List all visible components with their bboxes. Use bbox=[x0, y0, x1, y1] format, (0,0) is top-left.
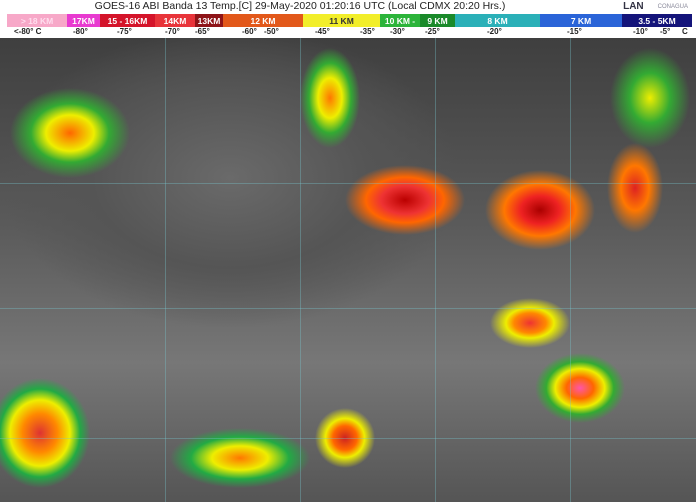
temperature-scale: <-80° C -80° -75° -70° -65° -60° -50° -45° -35° -… bbox=[0, 27, 696, 38]
temp-label: -30° bbox=[390, 27, 405, 36]
temp-label: -80° bbox=[73, 27, 88, 36]
gridline bbox=[435, 38, 436, 502]
legend-segment: 8 KM bbox=[455, 14, 540, 27]
legend-segment: 12 KM bbox=[223, 14, 303, 27]
legend-segment: 10 KM - bbox=[380, 14, 420, 27]
temp-label: -10° bbox=[633, 27, 648, 36]
temp-label: -5° bbox=[660, 27, 671, 36]
gridline bbox=[0, 183, 696, 184]
gridline bbox=[165, 38, 166, 502]
legend-segment: 11 KM bbox=[303, 14, 380, 27]
legend-segment: 14KM bbox=[155, 14, 195, 27]
temp-label: C bbox=[682, 27, 688, 36]
gridline bbox=[570, 38, 571, 502]
legend-segment: 7 KM bbox=[540, 14, 622, 27]
legend-segment: 17KM bbox=[67, 14, 100, 27]
gridline bbox=[0, 438, 696, 439]
legend-segment: 3.5 - 5KM bbox=[622, 14, 692, 27]
temp-label: -60° bbox=[242, 27, 257, 36]
logos: LAN CONAGUA bbox=[623, 1, 688, 12]
legend-segment: 13KM bbox=[195, 14, 223, 27]
image-title: GOES-16 ABI Banda 13 Temp.[C] 29-May-202… bbox=[94, 0, 506, 12]
color-legend: > 18 KM 17KM 15 - 16KM 14KM 13KM 12 KM 11 KM 10… bbox=[7, 14, 692, 27]
legend-segment: 9 KM bbox=[420, 14, 455, 27]
legend-segment: > 18 KM bbox=[7, 14, 67, 27]
temp-label: -25° bbox=[425, 27, 440, 36]
legend-segment: 15 - 16KM bbox=[100, 14, 155, 27]
temp-label: -70° bbox=[165, 27, 180, 36]
temp-label: -45° bbox=[315, 27, 330, 36]
temp-label: -15° bbox=[567, 27, 582, 36]
temp-label: -65° bbox=[195, 27, 210, 36]
temp-label: -50° bbox=[264, 27, 279, 36]
temp-label: -20° bbox=[487, 27, 502, 36]
temp-label: -35° bbox=[360, 27, 375, 36]
gridline bbox=[300, 38, 301, 502]
gridline bbox=[0, 308, 696, 309]
satellite-image bbox=[0, 38, 696, 502]
conagua-logo: CONAGUA bbox=[657, 3, 688, 10]
lan-logo: LAN bbox=[623, 1, 644, 12]
temp-label: -75° bbox=[117, 27, 132, 36]
temp-label: <-80° C bbox=[14, 27, 42, 36]
